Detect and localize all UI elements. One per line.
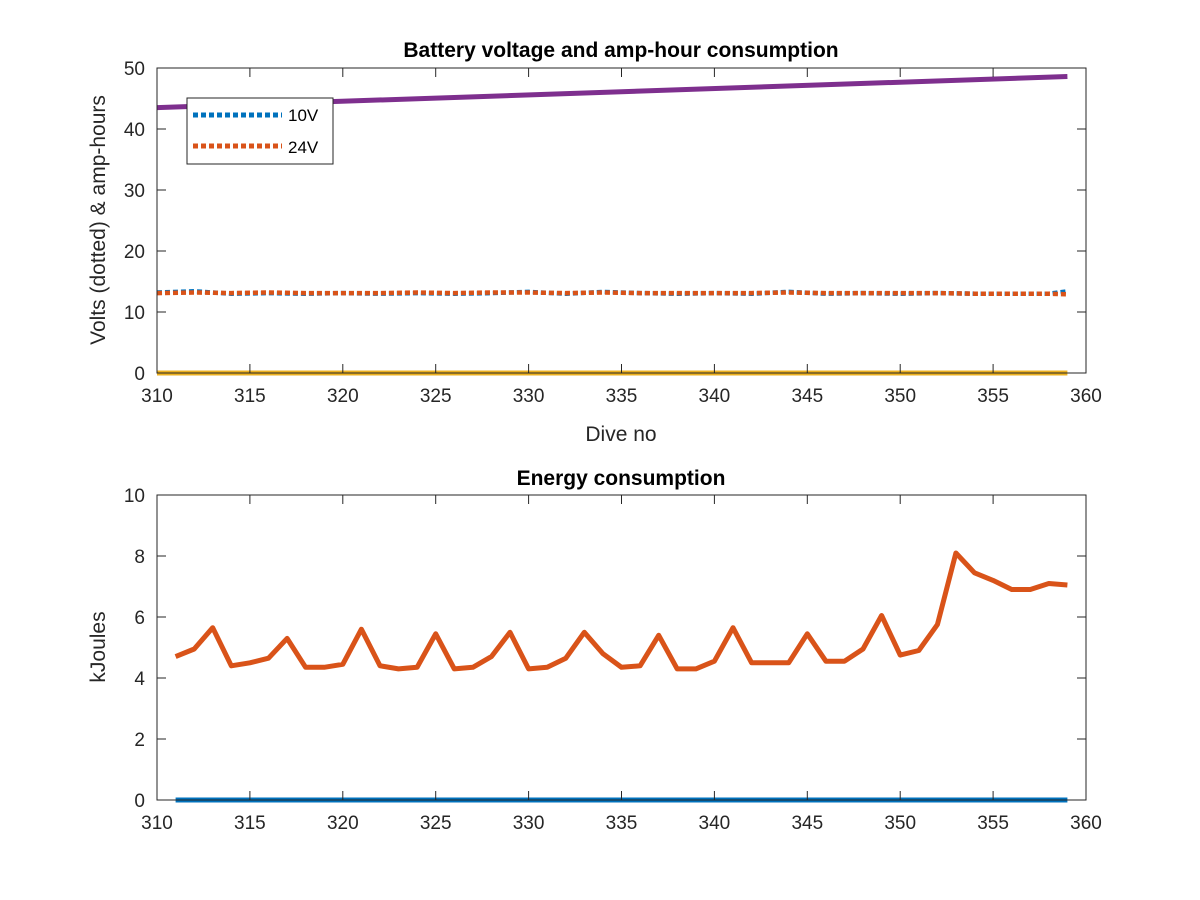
voltage-chart-xtick-label: 335 [606,386,638,407]
voltage-chart-ylabel: Volts (dotted) & amp-hours [87,95,110,345]
legend-box [186,97,334,165]
voltage-chart-xtick-label: 345 [791,386,823,407]
voltage-chart-xtick-label: 315 [234,386,266,407]
energy-chart-ytick-label: 4 [134,669,145,690]
voltage-chart-ytick-label: 50 [124,59,145,80]
energy-chart-ylabel: kJoules [87,611,110,682]
energy-chart-axes-box [156,494,1087,801]
voltage-chart-xlabel: Dive no [585,423,656,446]
voltage-chart-xtick-label: 350 [884,386,916,407]
voltage-chart-ytick-label: 0 [134,364,145,385]
energy-chart-xtick-label: 350 [884,813,916,834]
voltage-chart-xtick-label: 320 [327,386,359,407]
energy-chart-xtick-label: 320 [327,813,359,834]
voltage-chart-legend: 10V 24V [186,97,334,165]
energy-chart-xtick-label: 335 [606,813,638,834]
voltage-chart-xtick-label: 330 [513,386,545,407]
voltage-chart-series-1-line [156,290,1068,297]
energy-chart: Energy consumption 310 315 320 325 330 335 340… [87,467,1102,834]
energy-chart-xtick-label: 355 [977,813,1009,834]
voltage-chart-ytick-label: 10 [124,303,145,324]
energy-chart-xtick-label: 330 [513,813,545,834]
energy-chart-ytick-label: 0 [134,791,145,812]
voltage-chart: Battery voltage and amp-hour consumption… [87,39,1102,446]
energy-chart-series-0-line [174,550,1068,672]
voltage-chart-xtick-label: 325 [420,386,452,407]
energy-chart-xtick-label: 360 [1070,813,1102,834]
energy-chart-xtick-label: 315 [234,813,266,834]
voltage-chart-title: Battery voltage and amp-hour consumption [403,39,838,62]
energy-chart-title: Energy consumption [517,467,726,490]
voltage-chart-xtick-label: 355 [977,386,1009,407]
energy-chart-ytick-label: 2 [134,730,145,751]
energy-chart-ytick-label: 8 [134,547,145,568]
energy-chart-xtick-label: 340 [699,813,731,834]
voltage-chart-ytick-label: 20 [124,242,145,263]
voltage-chart-xtick-label: 360 [1070,386,1102,407]
voltage-chart-xtick-label: 340 [699,386,731,407]
energy-chart-xtick-label: 325 [420,813,452,834]
energy-chart-plot [174,550,1068,803]
voltage-chart-ytick-label: 30 [124,181,145,202]
legend-label-24v: 24V [288,138,319,157]
voltage-chart-ytick-label: 40 [124,120,145,141]
energy-chart-xtick-label: 310 [141,813,173,834]
legend-label-10v: 10V [288,106,319,125]
energy-chart-ytick-label: 6 [134,608,145,629]
voltage-chart-ticks: 310 315 320 325 330 335 340 345 350 355 360 0 10 20 30… [124,59,1102,407]
voltage-chart-xtick-label: 310 [141,386,173,407]
energy-chart-xtick-label: 345 [791,813,823,834]
energy-chart-ticks: 310 315 320 325 330 335 340 345 350 355 360 0 2 4 6 8 10 [124,486,1102,834]
energy-chart-ytick-label: 10 [124,486,145,507]
